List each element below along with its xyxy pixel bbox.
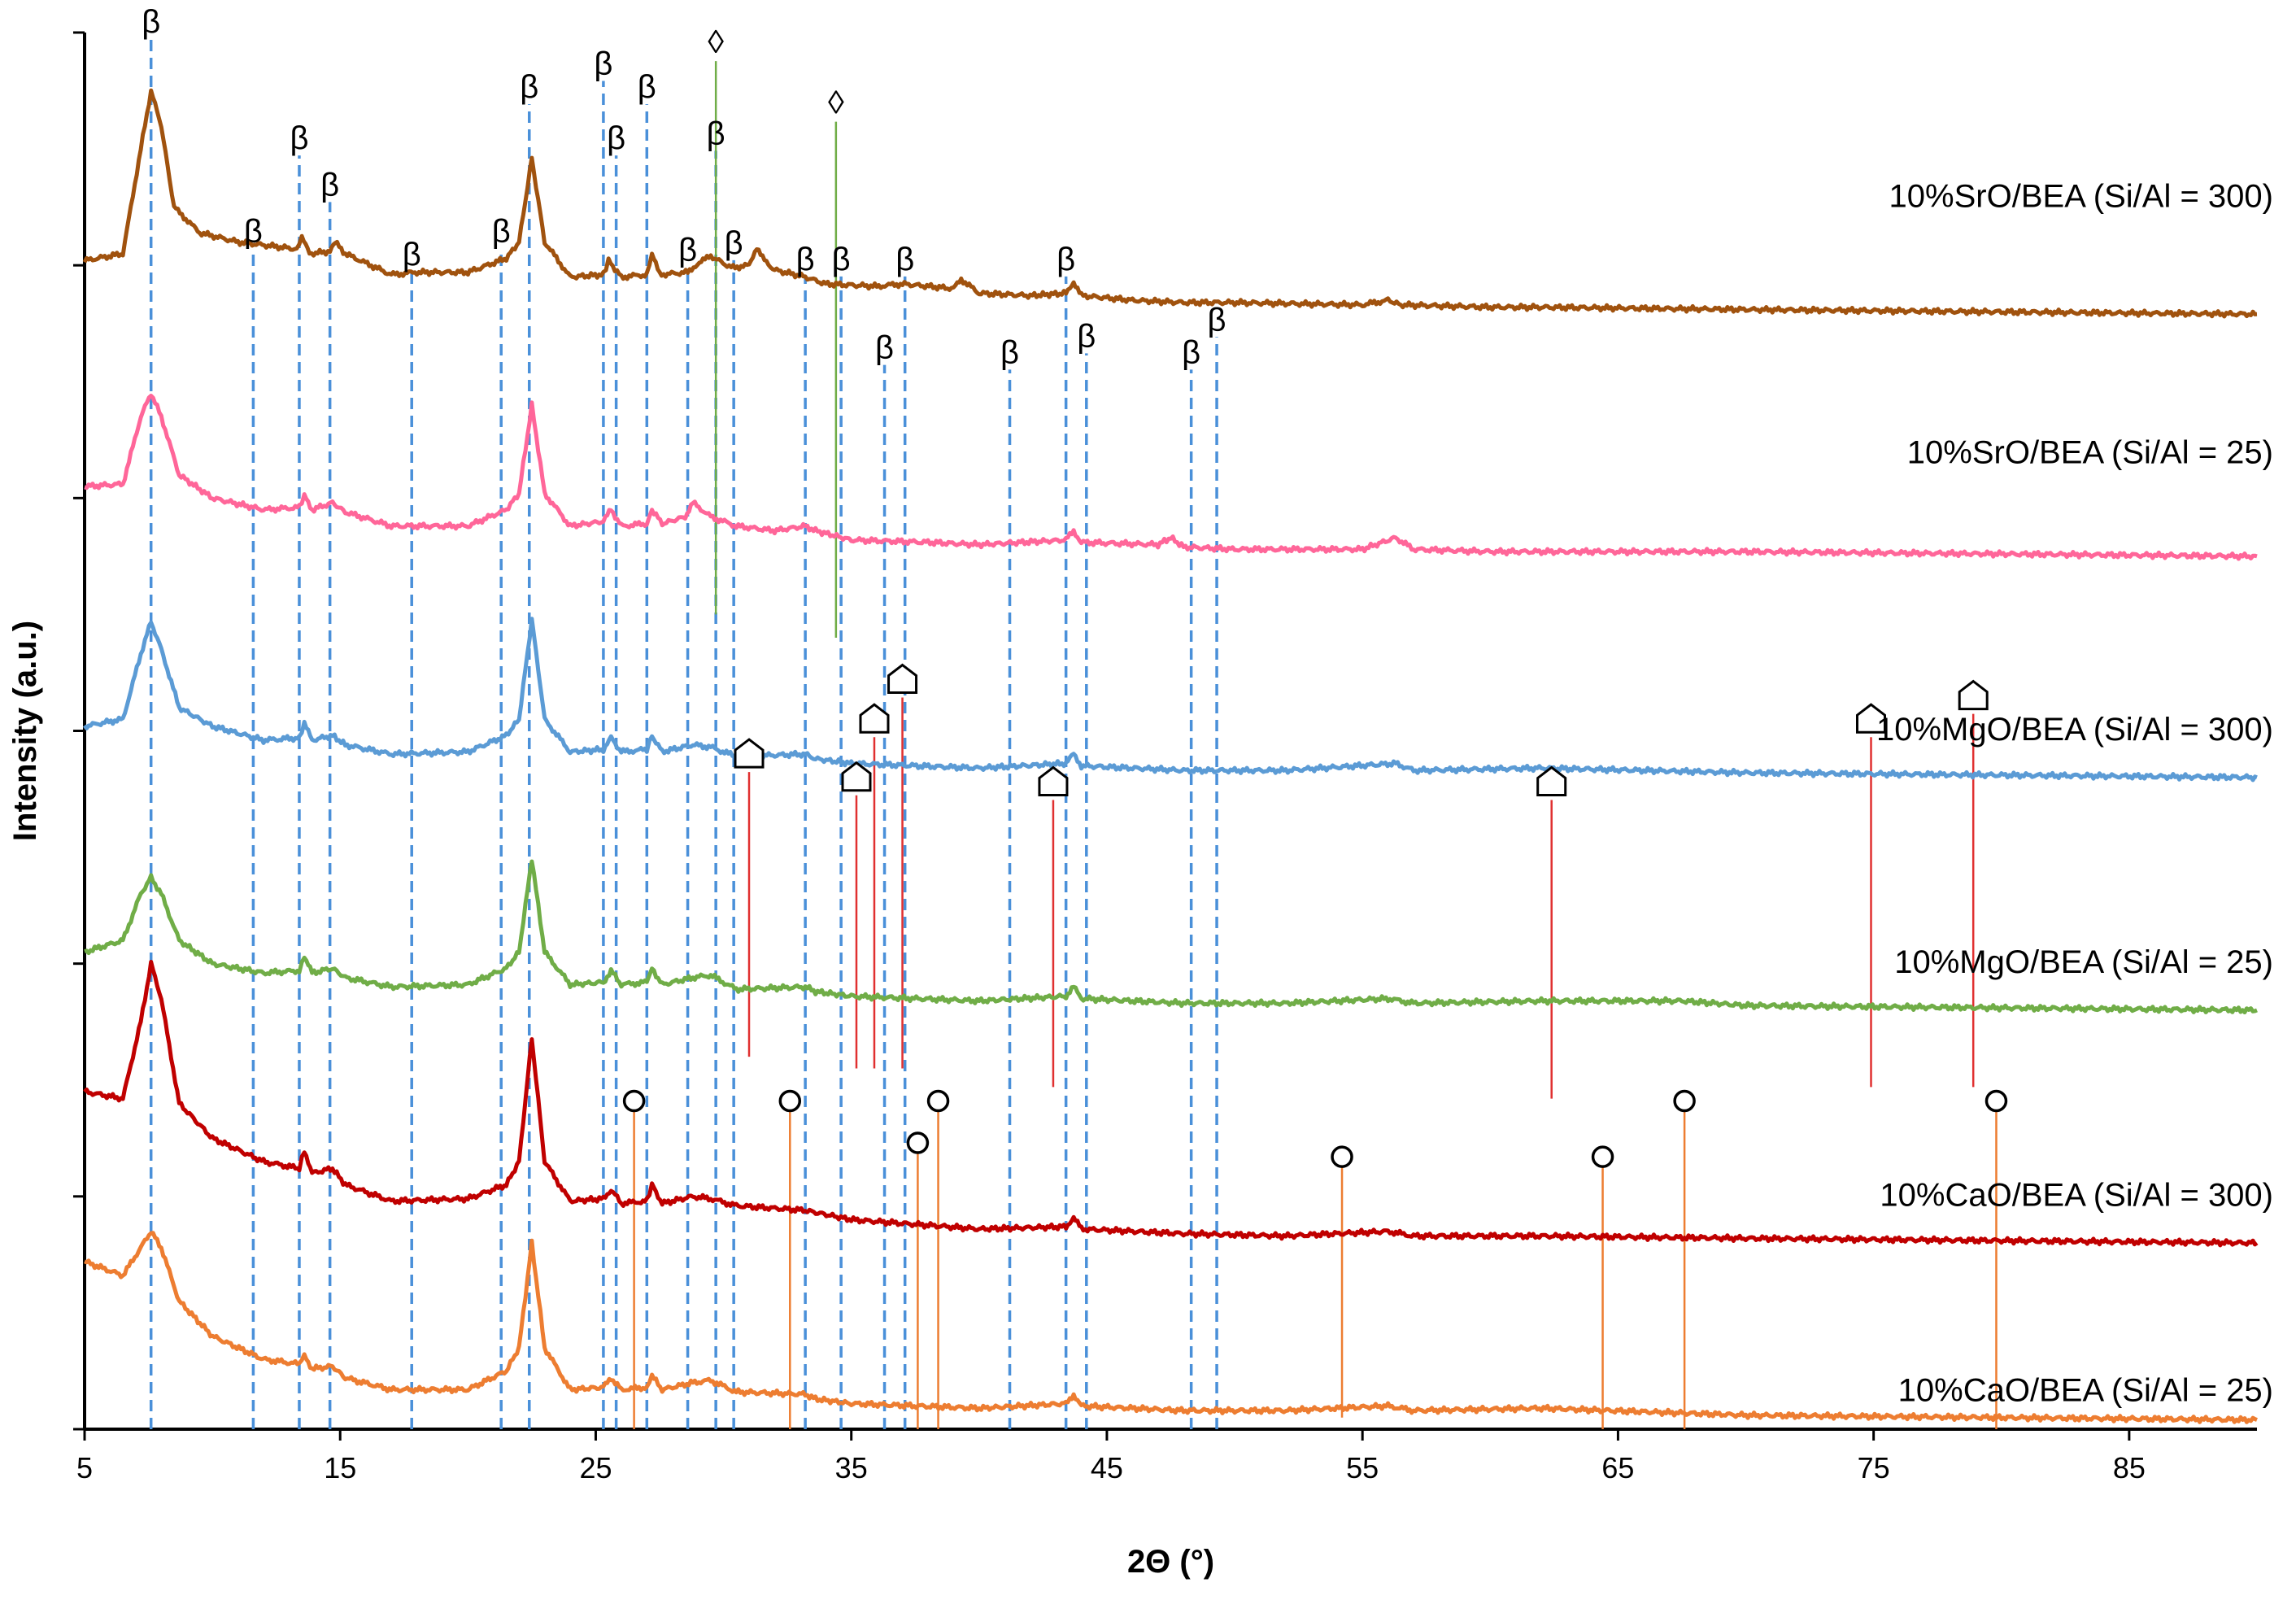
cao-peak-marker-icon [622, 1089, 646, 1113]
mgo-peak-marker-icon [1038, 765, 1069, 796]
beta-peak-label: β [142, 4, 160, 40]
beta-peak-label: β [796, 242, 815, 277]
x-tick-label: 75 [1858, 1451, 1890, 1484]
x-tick-label: 35 [835, 1451, 868, 1484]
x-axis-title: 2Θ (°) [1127, 1544, 1214, 1580]
beta-peak-label: β [638, 69, 656, 105]
y-axis-title: Intensity (a.u.) [7, 621, 43, 841]
series-line [83, 960, 2259, 1248]
series-label: 10%MgO/BEA (Si/Al = 300) [1876, 712, 2273, 748]
mgo-peak-marker-icon [887, 663, 918, 695]
beta-peak-label: β [607, 120, 625, 156]
series-label: 10%CaO/BEA (Si/Al = 25) [1898, 1373, 2273, 1409]
beta-peak-label: β [594, 46, 612, 82]
x-tick-label: 85 [2113, 1451, 2146, 1484]
x-tick-label: 15 [324, 1451, 356, 1484]
mgo-peak-marker-icon [1958, 679, 1989, 711]
series-label: 10%SrO/BEA (Si/Al = 300) [1889, 179, 2273, 215]
x-tick-label: 25 [579, 1451, 612, 1484]
beta-peak-label: β [1208, 302, 1226, 338]
mgo-peak-marker-icon [1856, 703, 1887, 734]
beta-peak-label: β [290, 120, 308, 156]
mgo-peak-marker-icon [841, 761, 872, 792]
beta-peak-label: β [725, 225, 743, 261]
beta-peak-label: β [707, 116, 725, 151]
series-line [82, 617, 2258, 783]
series-line [84, 394, 2258, 561]
x-tick-label: 65 [1601, 1451, 1634, 1484]
series-label: 10%MgO/BEA (Si/Al = 25) [1894, 944, 2273, 980]
beta-peak-label: β [492, 214, 511, 250]
series-group [82, 88, 2259, 1424]
cao-peak-marker-icon [906, 1131, 930, 1154]
cao-peak-marker-icon [1331, 1145, 1353, 1168]
beta-peak-label: β [1057, 242, 1075, 277]
x-tick-label: 45 [1091, 1451, 1123, 1484]
beta-peak-label: β [403, 237, 421, 272]
x-tick-label: 55 [1346, 1451, 1379, 1484]
beta-peak-label: β [1182, 334, 1200, 370]
diamond-peak-label: ◊ [828, 85, 844, 121]
beta-peak-label: β [678, 232, 697, 268]
beta-peak-label: β [320, 167, 339, 203]
cao-peak-marker-icon [1591, 1145, 1614, 1168]
reference-lines [149, 39, 1998, 1429]
series-line [82, 88, 2258, 319]
series-label: 10%CaO/BEA (Si/Al = 300) [1880, 1177, 2273, 1213]
series-label: 10%SrO/BEA (Si/Al = 25) [1907, 434, 2273, 470]
beta-peak-label: β [895, 242, 914, 277]
cao-peak-marker-icon [1984, 1089, 2008, 1113]
x-tick-label: 5 [76, 1451, 93, 1484]
series-labels: 10%SrO/BEA (Si/Al = 300) 10%SrO/BEA (Si/A… [1876, 179, 2273, 1409]
mgo-peak-marker-icon [859, 703, 890, 734]
mgo-peak-marker-icon [1536, 765, 1567, 796]
cao-peak-marker-icon [778, 1089, 802, 1113]
series-line [84, 859, 2258, 1014]
beta-peak-label: β [1000, 334, 1019, 370]
ticks: 5 15 25 35 45 55 65 75 85 [73, 31, 2146, 1484]
beta-peak-label: β [875, 330, 894, 366]
beta-peak-label: β [832, 242, 851, 277]
beta-peak-label: β [1077, 318, 1096, 354]
diamond-peak-label: ◊ [708, 24, 724, 60]
mgo-peak-marker-icon [734, 738, 765, 769]
series-line [84, 1231, 2258, 1424]
cao-peak-marker-icon [926, 1089, 950, 1113]
beta-peak-label: β [520, 69, 538, 105]
cao-peak-marker-icon [1673, 1089, 1696, 1113]
beta-peak-label: β [244, 214, 263, 250]
